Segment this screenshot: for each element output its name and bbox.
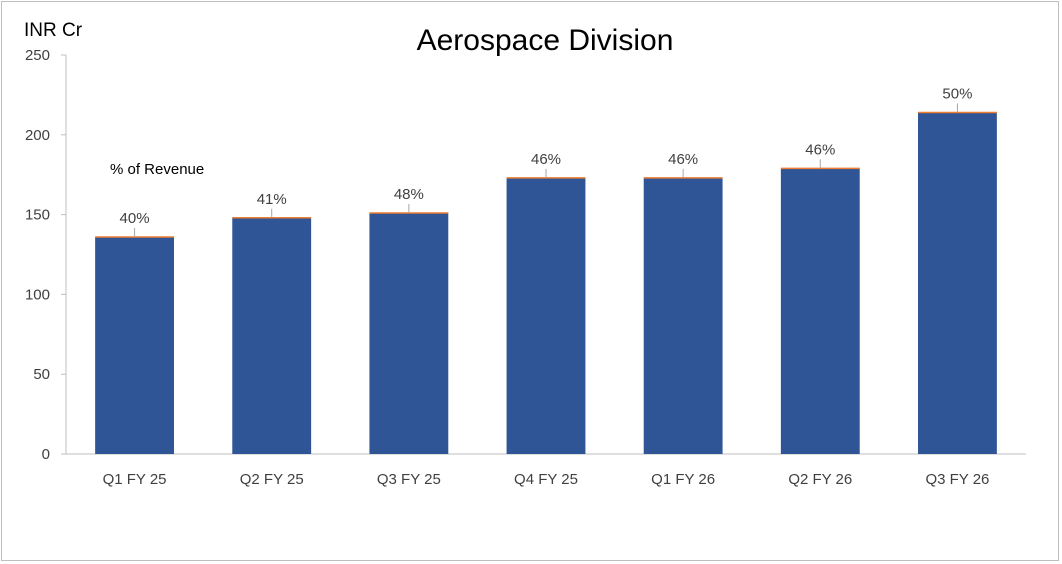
bars: 40% 41% 48% 46% 46% 46% 50% bbox=[95, 85, 997, 455]
data-label: 50% bbox=[942, 85, 972, 102]
y-axis-ticks: 0 50 100 150 200 250 bbox=[25, 47, 66, 463]
bar bbox=[232, 217, 312, 454]
x-tick-label: Q4 FY 25 bbox=[514, 471, 578, 488]
data-label: 41% bbox=[257, 191, 287, 208]
data-label: 46% bbox=[668, 151, 698, 168]
y-tick-label: 100 bbox=[25, 286, 50, 303]
bar bbox=[369, 213, 449, 454]
x-tick-label: Q1 FY 25 bbox=[103, 471, 167, 488]
x-tick-label: Q3 FY 25 bbox=[377, 471, 441, 488]
y-tick-label: 0 bbox=[42, 446, 50, 463]
data-label: 46% bbox=[531, 151, 561, 168]
y-tick-label: 200 bbox=[25, 127, 50, 144]
annotation-label: % of Revenue bbox=[110, 161, 204, 178]
data-label: 40% bbox=[120, 210, 150, 227]
y-tick-label: 250 bbox=[25, 47, 50, 64]
bar bbox=[506, 177, 586, 454]
bar bbox=[643, 177, 723, 454]
x-tick-label: Q1 FY 26 bbox=[651, 471, 715, 488]
x-tick-label: Q3 FY 26 bbox=[925, 471, 989, 488]
y-tick-label: 150 bbox=[25, 207, 50, 224]
x-tick-label: Q2 FY 25 bbox=[240, 471, 304, 488]
bar bbox=[918, 112, 997, 455]
y-tick-label: 50 bbox=[33, 366, 50, 383]
unit-label: INR Cr bbox=[24, 20, 83, 41]
x-tick-label: Q2 FY 26 bbox=[788, 471, 852, 488]
chart-title: Aerospace Division bbox=[417, 24, 674, 57]
bar bbox=[780, 168, 860, 455]
data-label: 46% bbox=[805, 141, 835, 158]
bar bbox=[95, 236, 174, 454]
x-axis-labels: Q1 FY 25 Q2 FY 25 Q3 FY 25 Q4 FY 25 Q1 FY 26… bbox=[103, 471, 990, 488]
data-label: 48% bbox=[394, 186, 424, 203]
